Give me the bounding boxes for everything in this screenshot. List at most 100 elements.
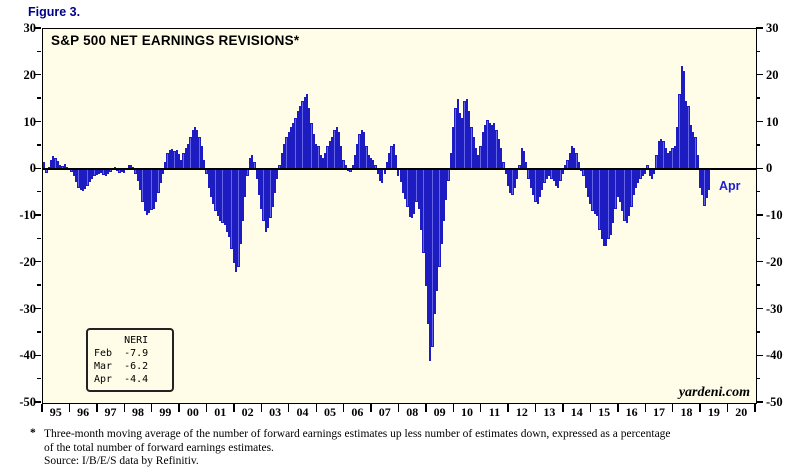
x-axis-year-label: 15	[598, 405, 611, 419]
y-major-tick-right	[756, 307, 763, 310]
y-major-tick-right	[756, 261, 763, 263]
y-axis-label-left: -40	[19, 348, 36, 363]
y-minor-tick-left	[37, 50, 41, 53]
y-major-tick-left	[34, 307, 41, 310]
x-axis-year-label: 96	[77, 405, 90, 419]
chart-area: S&P 500 NET EARNINGS REVISIONS* Apr NERI…	[42, 28, 757, 404]
y-axis-label-right: -30	[766, 301, 783, 316]
x-axis-tick	[425, 404, 427, 412]
footnote: * Three-month moving average of the numb…	[30, 427, 770, 469]
x-axis-tick	[480, 404, 482, 412]
y-major-tick-left	[34, 214, 41, 216]
y-axis-label-right: -50	[766, 395, 783, 409]
y-minor-tick-right	[756, 190, 760, 193]
y-axis-label-right: 0	[766, 161, 773, 176]
y-major-tick-left	[34, 354, 41, 356]
y-minor-tick-right	[756, 377, 760, 380]
x-axis-year-label: 09	[433, 405, 446, 419]
x-axis-tick	[205, 404, 208, 412]
x-axis-year-label: 08	[406, 405, 419, 419]
y-minor-tick-left	[37, 237, 41, 240]
x-axis-year-label: 00	[186, 405, 199, 419]
x-axis-tick	[342, 404, 345, 412]
x-axis-tick	[452, 404, 455, 412]
x-axis-tick	[726, 404, 729, 412]
x-axis-year-label: 06	[351, 405, 364, 419]
y-axis-label-right: 30	[766, 21, 779, 35]
y-axis-label-right: -40	[766, 348, 783, 363]
y-major-tick-right	[756, 120, 763, 123]
x-axis-year-label: 05	[323, 405, 336, 419]
y-minor-tick-left	[37, 331, 41, 333]
y-major-tick-left	[34, 120, 41, 123]
x-axis-year-label: 11	[488, 405, 501, 419]
y-axis-label-right: 20	[766, 67, 779, 82]
y-axis-label-left: -10	[19, 208, 36, 222]
x-axis-tick	[589, 404, 592, 412]
x-axis-tick	[123, 404, 125, 412]
x-axis-tick	[41, 404, 43, 412]
legend-header: NERI	[94, 335, 149, 346]
x-axis-tick	[233, 404, 235, 412]
bar	[447, 169, 450, 181]
x-axis-year-label: 12	[515, 405, 528, 419]
yardeni-credit: yardeni.com	[678, 385, 750, 400]
x-axis-year-label: 04	[296, 405, 309, 419]
bar	[696, 155, 699, 170]
apr-annotation: Apr	[719, 179, 741, 193]
y-axis-label-right: -20	[766, 254, 783, 269]
y-axis-label-right: 10	[766, 114, 779, 129]
x-axis-tick	[644, 404, 646, 412]
y-axis-label-left: 0	[29, 161, 36, 176]
x-axis-tick	[672, 404, 674, 412]
y-axis-label-left: 10	[23, 114, 37, 129]
x-axis-tick	[96, 404, 98, 412]
x-axis-year-label: 98	[131, 405, 144, 419]
x-axis-tick	[617, 404, 619, 412]
y-minor-tick-right	[756, 97, 760, 99]
x-axis-tick	[178, 404, 180, 412]
footnote-line1: Three-month moving average of the number…	[44, 428, 671, 440]
x-axis-year-label: 99	[159, 405, 172, 419]
x-axis-year-label: 16	[625, 405, 638, 419]
x-axis-year-label: 10	[461, 405, 474, 419]
bar	[394, 155, 398, 170]
x-axis-year-label: 97	[104, 405, 117, 419]
x-axis-year-label: 95	[49, 405, 62, 419]
y-minor-tick-left	[37, 284, 41, 286]
y-minor-tick-right	[756, 237, 760, 240]
bar	[708, 169, 711, 190]
x-axis-tick	[699, 404, 701, 412]
y-major-tick-left	[34, 261, 41, 263]
x-axis-year-label: 14	[570, 405, 583, 419]
bar	[276, 169, 279, 179]
x-axis-tick	[260, 404, 263, 412]
x-axis-tick	[150, 404, 153, 412]
legend-row-apr: Apr -4.4	[94, 374, 149, 385]
y-minor-tick-right	[756, 50, 760, 53]
y-major-tick-right	[756, 401, 763, 403]
x-axis-tick	[507, 404, 509, 412]
y-major-tick-right	[756, 27, 763, 29]
x-axis-tick	[68, 404, 71, 412]
bar	[246, 169, 249, 177]
y-major-tick-left	[34, 27, 41, 29]
chart-title: S&P 500 NET EARNINGS REVISIONS*	[51, 33, 300, 48]
x-axis-tick	[370, 404, 372, 412]
y-axis-label-right: -10	[766, 208, 783, 222]
y-minor-tick-right	[756, 331, 760, 333]
x-axis-tick	[534, 404, 537, 412]
y-axis-label-left: -20	[19, 254, 36, 269]
footnote-marker: *	[30, 427, 36, 439]
footnote-line2: of the total number of forward earnings …	[44, 441, 274, 454]
y-minor-tick-right	[756, 144, 760, 146]
y-major-tick-left	[34, 401, 41, 403]
legend-row-feb: Feb -7.9	[94, 348, 149, 359]
x-axis-year-label: 07	[378, 405, 391, 419]
x-axis-year-label: 18	[680, 405, 693, 419]
y-major-tick-left	[34, 74, 41, 76]
x-axis-year-label: 19	[707, 405, 720, 419]
y-minor-tick-right	[756, 284, 760, 286]
x-axis-tick	[397, 404, 400, 412]
